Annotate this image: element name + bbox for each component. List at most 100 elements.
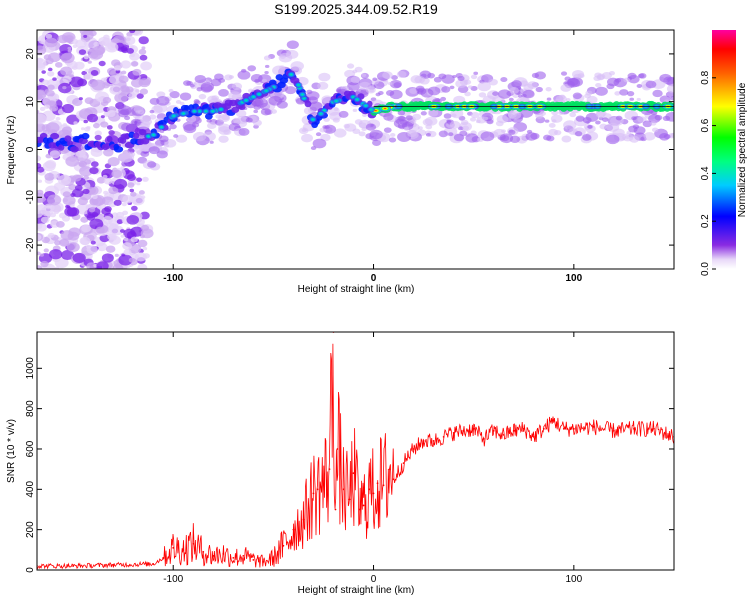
snr-data-point (452, 431, 455, 434)
heatmap-noise-cell (61, 215, 71, 222)
heatmap-halo-cell (441, 86, 451, 93)
heatmap-halo-cell (324, 125, 330, 129)
heatmap-y-tick-label: 20 (25, 48, 36, 60)
heatmap-noise-cell (105, 245, 116, 253)
heatmap-halo-cell (358, 131, 366, 137)
heatmap-noise-cell (83, 119, 89, 124)
heatmap-halo-cell (375, 92, 381, 97)
heatmap-noise-cell (39, 106, 46, 111)
heatmap-noise-cell (141, 46, 146, 50)
heatmap-halo-cell (121, 122, 134, 132)
heatmap-frame (36, 29, 675, 270)
heatmap-halo-cell (619, 89, 629, 96)
heatmap-noise-cell (129, 30, 136, 34)
heatmap-halo-cell (614, 91, 621, 96)
heatmap-halo-cell (312, 138, 327, 149)
heatmap-halo-cell (206, 118, 212, 123)
heatmap-noise-cell (86, 262, 97, 269)
heatmap-noise-cell (97, 96, 104, 102)
snr-data-point (412, 448, 415, 450)
heatmap-halo-cell (636, 84, 643, 89)
heatmap-noise-cell (136, 177, 143, 183)
heatmap-halo-cell (315, 132, 322, 137)
heatmap-halo-cell (509, 87, 519, 94)
heatmap-halo-cell (387, 81, 393, 86)
heatmap-noise-cell (86, 113, 98, 123)
heatmap-halo-cell (629, 97, 635, 101)
heatmap-halo-cell (599, 123, 608, 130)
colorbar-ticks: 0.0 0.2 0.4 0.6 0.8 (700, 70, 716, 276)
heatmap-halo-cell (135, 110, 141, 114)
heatmap-halo-cell (627, 91, 635, 97)
heatmap-halo-cell (183, 124, 197, 134)
heatmap-halo-cell (343, 123, 350, 129)
heatmap-y-tick-label: -20 (25, 237, 36, 252)
heatmap-halo-cell (388, 137, 397, 143)
heatmap-noise-cell (69, 204, 75, 208)
snr-data-point (222, 552, 225, 555)
heatmap-noise-cell (128, 92, 137, 99)
heatmap-halo-cell (615, 115, 623, 121)
heatmap-halo-cell (389, 79, 402, 89)
snr-data-point (388, 468, 391, 471)
heatmap-halo-cell (318, 72, 331, 82)
heatmap-noise-cell (88, 79, 99, 88)
heatmap-halo-cell (448, 132, 454, 137)
heatmap-halo-cell (338, 110, 349, 118)
heatmap-noise-cell (45, 122, 60, 133)
heatmap-halo-cell (169, 123, 177, 130)
heatmap-halo-cell (285, 49, 299, 59)
heatmap-ridge-cell (70, 146, 79, 153)
heatmap-noise-cell (142, 246, 148, 251)
heatmap-noise-cell (126, 174, 136, 181)
heatmap-halo-cell (652, 89, 663, 98)
snr-data-point (422, 440, 425, 442)
heatmap-noise-cell (73, 121, 78, 125)
heatmap-noise-cell (37, 209, 43, 218)
snr-data-point (392, 478, 395, 481)
colorbar-tick-label: 0.4 (700, 166, 711, 180)
heatmap-halo-cell (354, 66, 363, 73)
heatmap-noise-cell (84, 97, 94, 105)
heatmap-halo-cell (595, 120, 601, 125)
snr-data-point (182, 548, 185, 551)
heatmap-noise-cell (68, 184, 77, 191)
heatmap-noise-cell (37, 162, 42, 169)
heatmap-ridge-cell (104, 142, 111, 150)
heatmap-halo-cell (189, 84, 195, 88)
snr-data-point (492, 429, 495, 432)
snr-y-tick-label: 400 (25, 481, 36, 498)
colorbar-tick-label: 0.2 (700, 214, 711, 228)
heatmap-noise-cell (138, 36, 149, 45)
heatmap-halo-cell (651, 127, 659, 133)
heatmap-noise-cell (78, 49, 87, 55)
heatmap-halo-cell (572, 92, 582, 100)
heatmap-noise-cell (118, 75, 129, 84)
heatmap-halo-cell (622, 133, 634, 142)
heatmap-noise-cell (90, 240, 96, 245)
snr-data-point (312, 492, 315, 495)
heatmap-noise-cell (37, 265, 43, 269)
heatmap-noise-cell (108, 186, 119, 195)
heatmap-halo-cell (483, 116, 489, 121)
heatmap-peak-cell (361, 102, 370, 109)
heatmap-noise-cell (105, 42, 119, 53)
heatmap-halo-cell (175, 134, 188, 143)
heatmap-halo-cell (559, 94, 566, 100)
heatmap-halo-cell (670, 96, 674, 101)
snr-data-point (232, 556, 235, 559)
heatmap-noise-cell (64, 35, 74, 43)
heatmap-halo-cell (551, 119, 557, 123)
heatmap-noise-cell (123, 237, 129, 242)
heatmap-noise-cell (60, 230, 74, 241)
heatmap-noise-cell (138, 190, 145, 195)
heatmap-noise-cell (100, 115, 105, 119)
heatmap-noise-cell (37, 179, 43, 183)
heatmap-noise-cell (78, 97, 83, 101)
heatmap-noise-cell (103, 190, 109, 195)
snr-x-tick-label: 100 (565, 574, 582, 585)
heatmap-halo-cell (261, 78, 267, 83)
heatmap-noise-cell (87, 50, 99, 59)
heatmap-halo-cell (412, 113, 422, 121)
